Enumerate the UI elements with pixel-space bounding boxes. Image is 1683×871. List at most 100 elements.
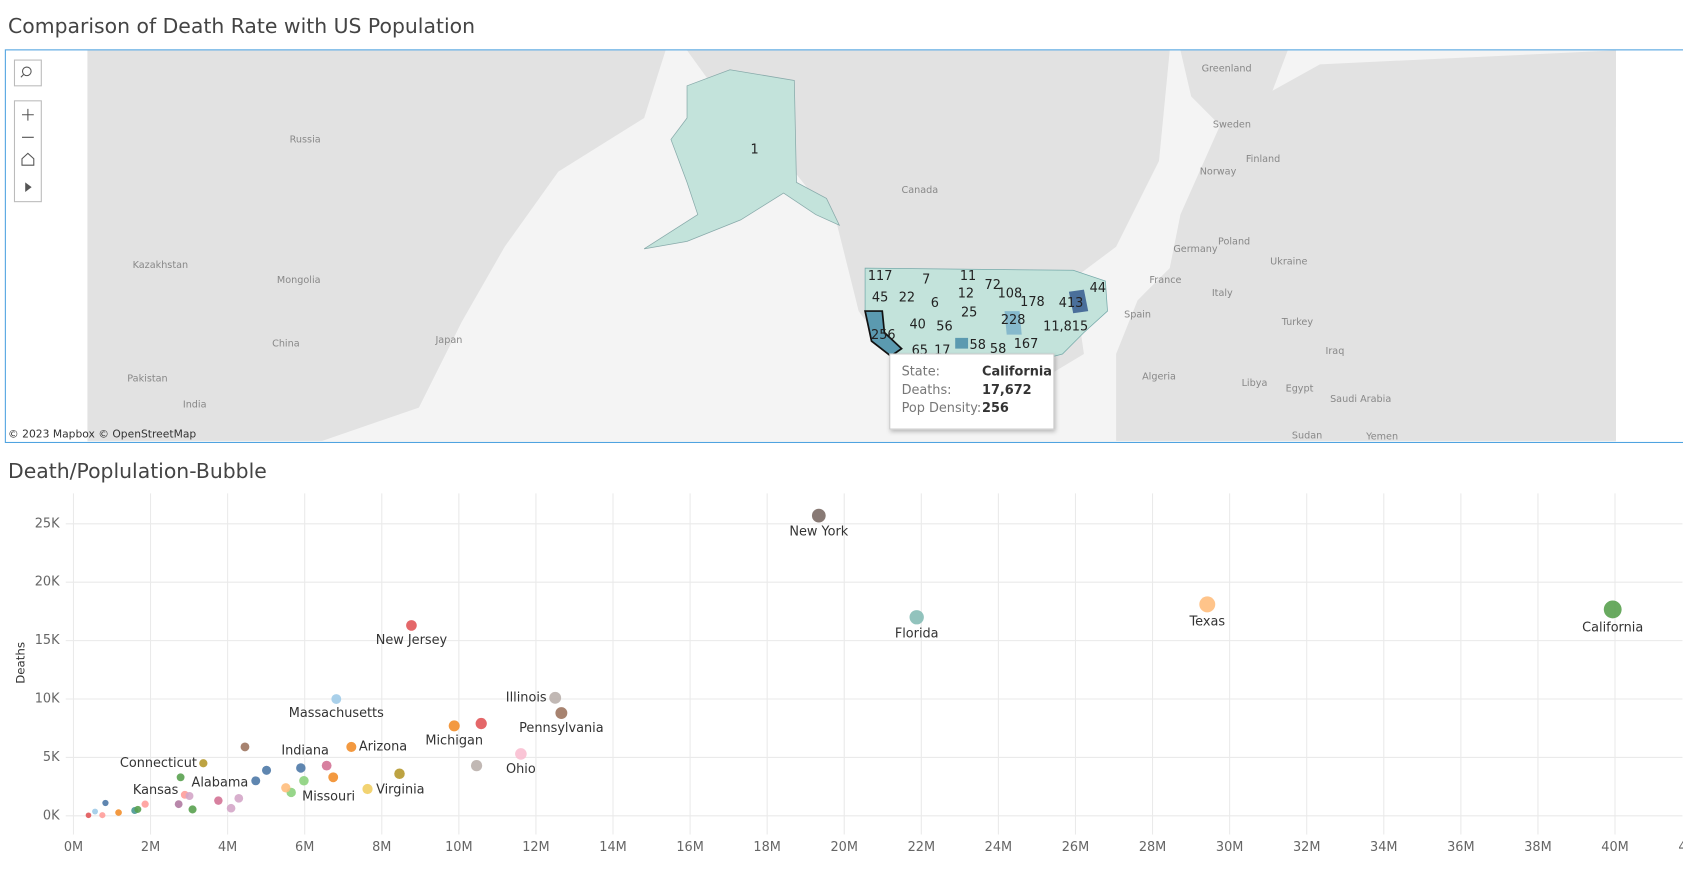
x-tick-label: 8M xyxy=(372,840,391,855)
x-tick-label: 42M xyxy=(1678,840,1683,855)
x-tick-label: 6M xyxy=(295,840,314,855)
country-label: Greenland xyxy=(1202,64,1252,75)
country-label: Russia xyxy=(290,134,321,145)
state-label: 178 xyxy=(1020,295,1045,310)
country-label: Ukraine xyxy=(1270,257,1307,268)
bubble xyxy=(362,783,373,795)
point-label: Pennsylvania xyxy=(519,721,603,736)
map-controls xyxy=(13,59,42,203)
point-label: Arizona xyxy=(359,739,407,754)
point-label: Connecticut xyxy=(120,756,197,771)
search-button[interactable] xyxy=(13,59,42,87)
country-label: Canada xyxy=(901,185,938,196)
state-label: 22 xyxy=(899,291,915,306)
bubble xyxy=(92,808,98,815)
x-tick-label: 40M xyxy=(1601,840,1628,855)
bubble xyxy=(515,748,527,760)
bubble xyxy=(188,805,197,814)
country-label: Mongolia xyxy=(277,275,321,286)
state-label: 44 xyxy=(1090,281,1106,296)
country-label: Finland xyxy=(1246,154,1280,165)
state-label: 58 xyxy=(990,342,1006,357)
x-tick-label: 0M xyxy=(64,840,83,855)
x-tick-label: 38M xyxy=(1524,840,1551,855)
y-tick-label: 5K xyxy=(43,750,60,765)
state-label: 11,815 xyxy=(1043,320,1088,335)
bubble xyxy=(281,783,291,793)
home-button[interactable] xyxy=(21,152,35,166)
land-europe-africa xyxy=(1116,50,1616,441)
country-label: Sudan xyxy=(1292,431,1322,442)
tooltip-box xyxy=(889,353,1055,430)
bubble xyxy=(214,796,223,805)
x-tick-label: 30M xyxy=(1216,840,1243,855)
country-label: Spain xyxy=(1124,309,1151,320)
point-label: Missouri xyxy=(302,789,355,804)
bubble xyxy=(296,763,306,773)
point-label: Virginia xyxy=(376,783,425,798)
state-label: 40 xyxy=(909,318,925,333)
x-tick-label: 2M xyxy=(141,840,160,855)
state-label: 72 xyxy=(985,278,1001,293)
state-label: 25 xyxy=(961,306,977,321)
x-tick-label: 26M xyxy=(1062,840,1089,855)
bubble xyxy=(555,707,568,720)
pan-button[interactable] xyxy=(25,182,32,193)
point-label: Kansas xyxy=(133,783,179,798)
y-tick-label: 0K xyxy=(43,808,60,823)
bubble xyxy=(234,793,244,803)
state-label: 108 xyxy=(998,286,1023,301)
state-label: 58 xyxy=(970,338,986,353)
state-label: 7 xyxy=(922,272,930,287)
search-icon xyxy=(21,66,32,77)
state-label: 413 xyxy=(1059,296,1084,311)
bubble xyxy=(328,772,339,783)
state-label: 228 xyxy=(1001,313,1026,328)
bubble xyxy=(321,760,332,771)
point-label: New York xyxy=(789,525,848,540)
country-label: Kazakhstan xyxy=(133,260,189,271)
point-label: Illinois xyxy=(506,690,547,705)
point-label: Massachusetts xyxy=(289,706,384,721)
bubble xyxy=(115,809,122,816)
zoom-in[interactable] xyxy=(21,108,34,121)
bubble xyxy=(448,720,460,732)
point-label: Indiana xyxy=(281,743,329,758)
x-tick-label: 20M xyxy=(831,840,858,855)
bubble xyxy=(261,765,272,775)
dashboard-title: Comparison of Death Rate with US Populat… xyxy=(8,14,475,38)
bubble xyxy=(549,691,562,704)
x-tick-label: 22M xyxy=(908,840,935,855)
tooltip-key: Deaths: xyxy=(902,383,952,398)
point-label: California xyxy=(1582,620,1643,635)
mid-density xyxy=(1004,311,1022,335)
state-label: 256 xyxy=(871,328,896,343)
bubble xyxy=(102,799,109,807)
country-label: Norway xyxy=(1200,167,1237,178)
country-label: Libya xyxy=(1242,378,1268,389)
y-axis-title: Deaths xyxy=(13,642,27,684)
state-label: 117 xyxy=(868,269,893,284)
tooltip-value: California xyxy=(982,365,1052,380)
bubble xyxy=(299,776,309,786)
x-tick-label: 14M xyxy=(599,840,626,855)
search-icon xyxy=(20,74,24,78)
x-tick-label: 18M xyxy=(753,840,780,855)
country-label: China xyxy=(272,338,300,349)
bubble xyxy=(85,812,92,819)
y-tick-label: 10K xyxy=(35,692,60,707)
map-attribution: © 2023 Mapbox © OpenStreetMap xyxy=(8,427,196,440)
state-label: 1 xyxy=(751,143,759,158)
point-label: Alabama xyxy=(192,775,249,790)
tooltip-value: 256 xyxy=(982,401,1009,416)
bubble xyxy=(394,768,405,780)
country-label: France xyxy=(1149,275,1181,286)
bubble xyxy=(1603,600,1622,619)
point-label: Florida xyxy=(895,627,939,642)
bubble xyxy=(909,610,924,625)
